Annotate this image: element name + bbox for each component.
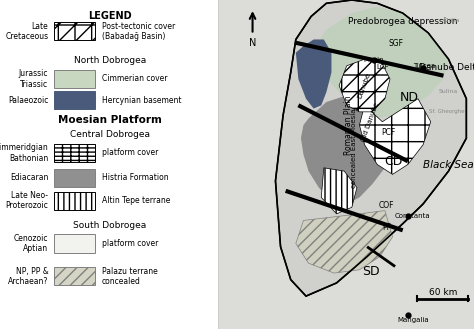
Polygon shape: [311, 7, 448, 118]
Bar: [54, 144, 95, 162]
Bar: [54, 91, 95, 109]
Text: platform cover: platform cover: [102, 239, 158, 248]
Bar: [54, 191, 95, 210]
Text: LCF: LCF: [376, 64, 389, 70]
Text: Post-tectonic cover
(Babadağ Basin): Post-tectonic cover (Babadağ Basin): [102, 22, 175, 41]
Bar: [54, 234, 95, 253]
Text: concealed East Moesia: concealed East Moesia: [351, 108, 356, 188]
Text: SGF: SGF: [389, 39, 404, 48]
Text: South Dobrogea: South Dobrogea: [73, 221, 146, 230]
Text: Hercynian basement: Hercynian basement: [102, 96, 182, 105]
Text: Tulcea: Tulcea: [413, 63, 435, 69]
Text: 60 km: 60 km: [429, 288, 457, 297]
Text: Danube Delta: Danube Delta: [419, 63, 474, 72]
Text: platform cover: platform cover: [102, 148, 158, 158]
Text: PCF: PCF: [382, 128, 396, 137]
Text: N: N: [249, 38, 256, 48]
Text: Old Danube: Old Danube: [361, 101, 380, 142]
Text: NP, PP &
Archaean?: NP, PP & Archaean?: [8, 267, 48, 286]
Text: Moesian Platform: Moesian Platform: [58, 115, 162, 125]
Text: Jurassic
Triassic: Jurassic Triassic: [19, 69, 48, 89]
Bar: [54, 70, 95, 88]
Text: Late Neo-
Proterozoic: Late Neo- Proterozoic: [5, 191, 48, 210]
Text: Chilia: Chilia: [443, 18, 461, 23]
Text: CD: CD: [384, 155, 403, 168]
Polygon shape: [321, 168, 357, 214]
Bar: [54, 168, 95, 187]
Text: ND: ND: [400, 90, 419, 104]
Text: Constanta: Constanta: [394, 213, 430, 219]
Text: COF: COF: [378, 201, 394, 210]
Text: PF: PF: [383, 223, 392, 232]
Text: Histria Formation: Histria Formation: [102, 173, 169, 182]
Text: Altin Tepe terrane: Altin Tepe terrane: [102, 196, 171, 205]
Text: Sf. Gheorghe: Sf. Gheorghe: [428, 109, 465, 114]
Bar: [54, 22, 95, 40]
Polygon shape: [275, 0, 466, 296]
Polygon shape: [301, 95, 390, 204]
Text: Cenozoic
Aptian: Cenozoic Aptian: [14, 234, 48, 253]
Text: Mangalia: Mangalia: [398, 317, 429, 323]
Text: Palaeozoic: Palaeozoic: [8, 96, 48, 105]
Text: Ediacaran: Ediacaran: [10, 173, 48, 182]
Text: Late
Cretaceous: Late Cretaceous: [5, 22, 48, 41]
Text: Central Dobrogea: Central Dobrogea: [70, 130, 150, 139]
Bar: [54, 267, 95, 285]
Text: Cimmerian cover: Cimmerian cover: [102, 74, 167, 84]
Polygon shape: [359, 99, 431, 174]
Text: Macin: Macin: [364, 57, 384, 63]
Text: Palazu terrane
concealed: Palazu terrane concealed: [102, 267, 158, 286]
Text: North Dobrogea: North Dobrogea: [73, 56, 146, 65]
Text: Sulina: Sulina: [438, 89, 458, 94]
Text: Black Sea: Black Sea: [423, 160, 474, 169]
Polygon shape: [339, 59, 390, 112]
Text: Kimmeridgian
Bathonian: Kimmeridgian Bathonian: [0, 143, 48, 163]
Text: SD: SD: [362, 265, 380, 278]
Polygon shape: [296, 39, 331, 109]
Text: Romanian Plain: Romanian Plain: [344, 95, 353, 155]
Polygon shape: [296, 211, 392, 273]
Text: Danube: Danube: [356, 72, 371, 99]
Text: LEGEND: LEGEND: [88, 11, 132, 20]
Text: Predobrogea depression: Predobrogea depression: [348, 17, 457, 26]
